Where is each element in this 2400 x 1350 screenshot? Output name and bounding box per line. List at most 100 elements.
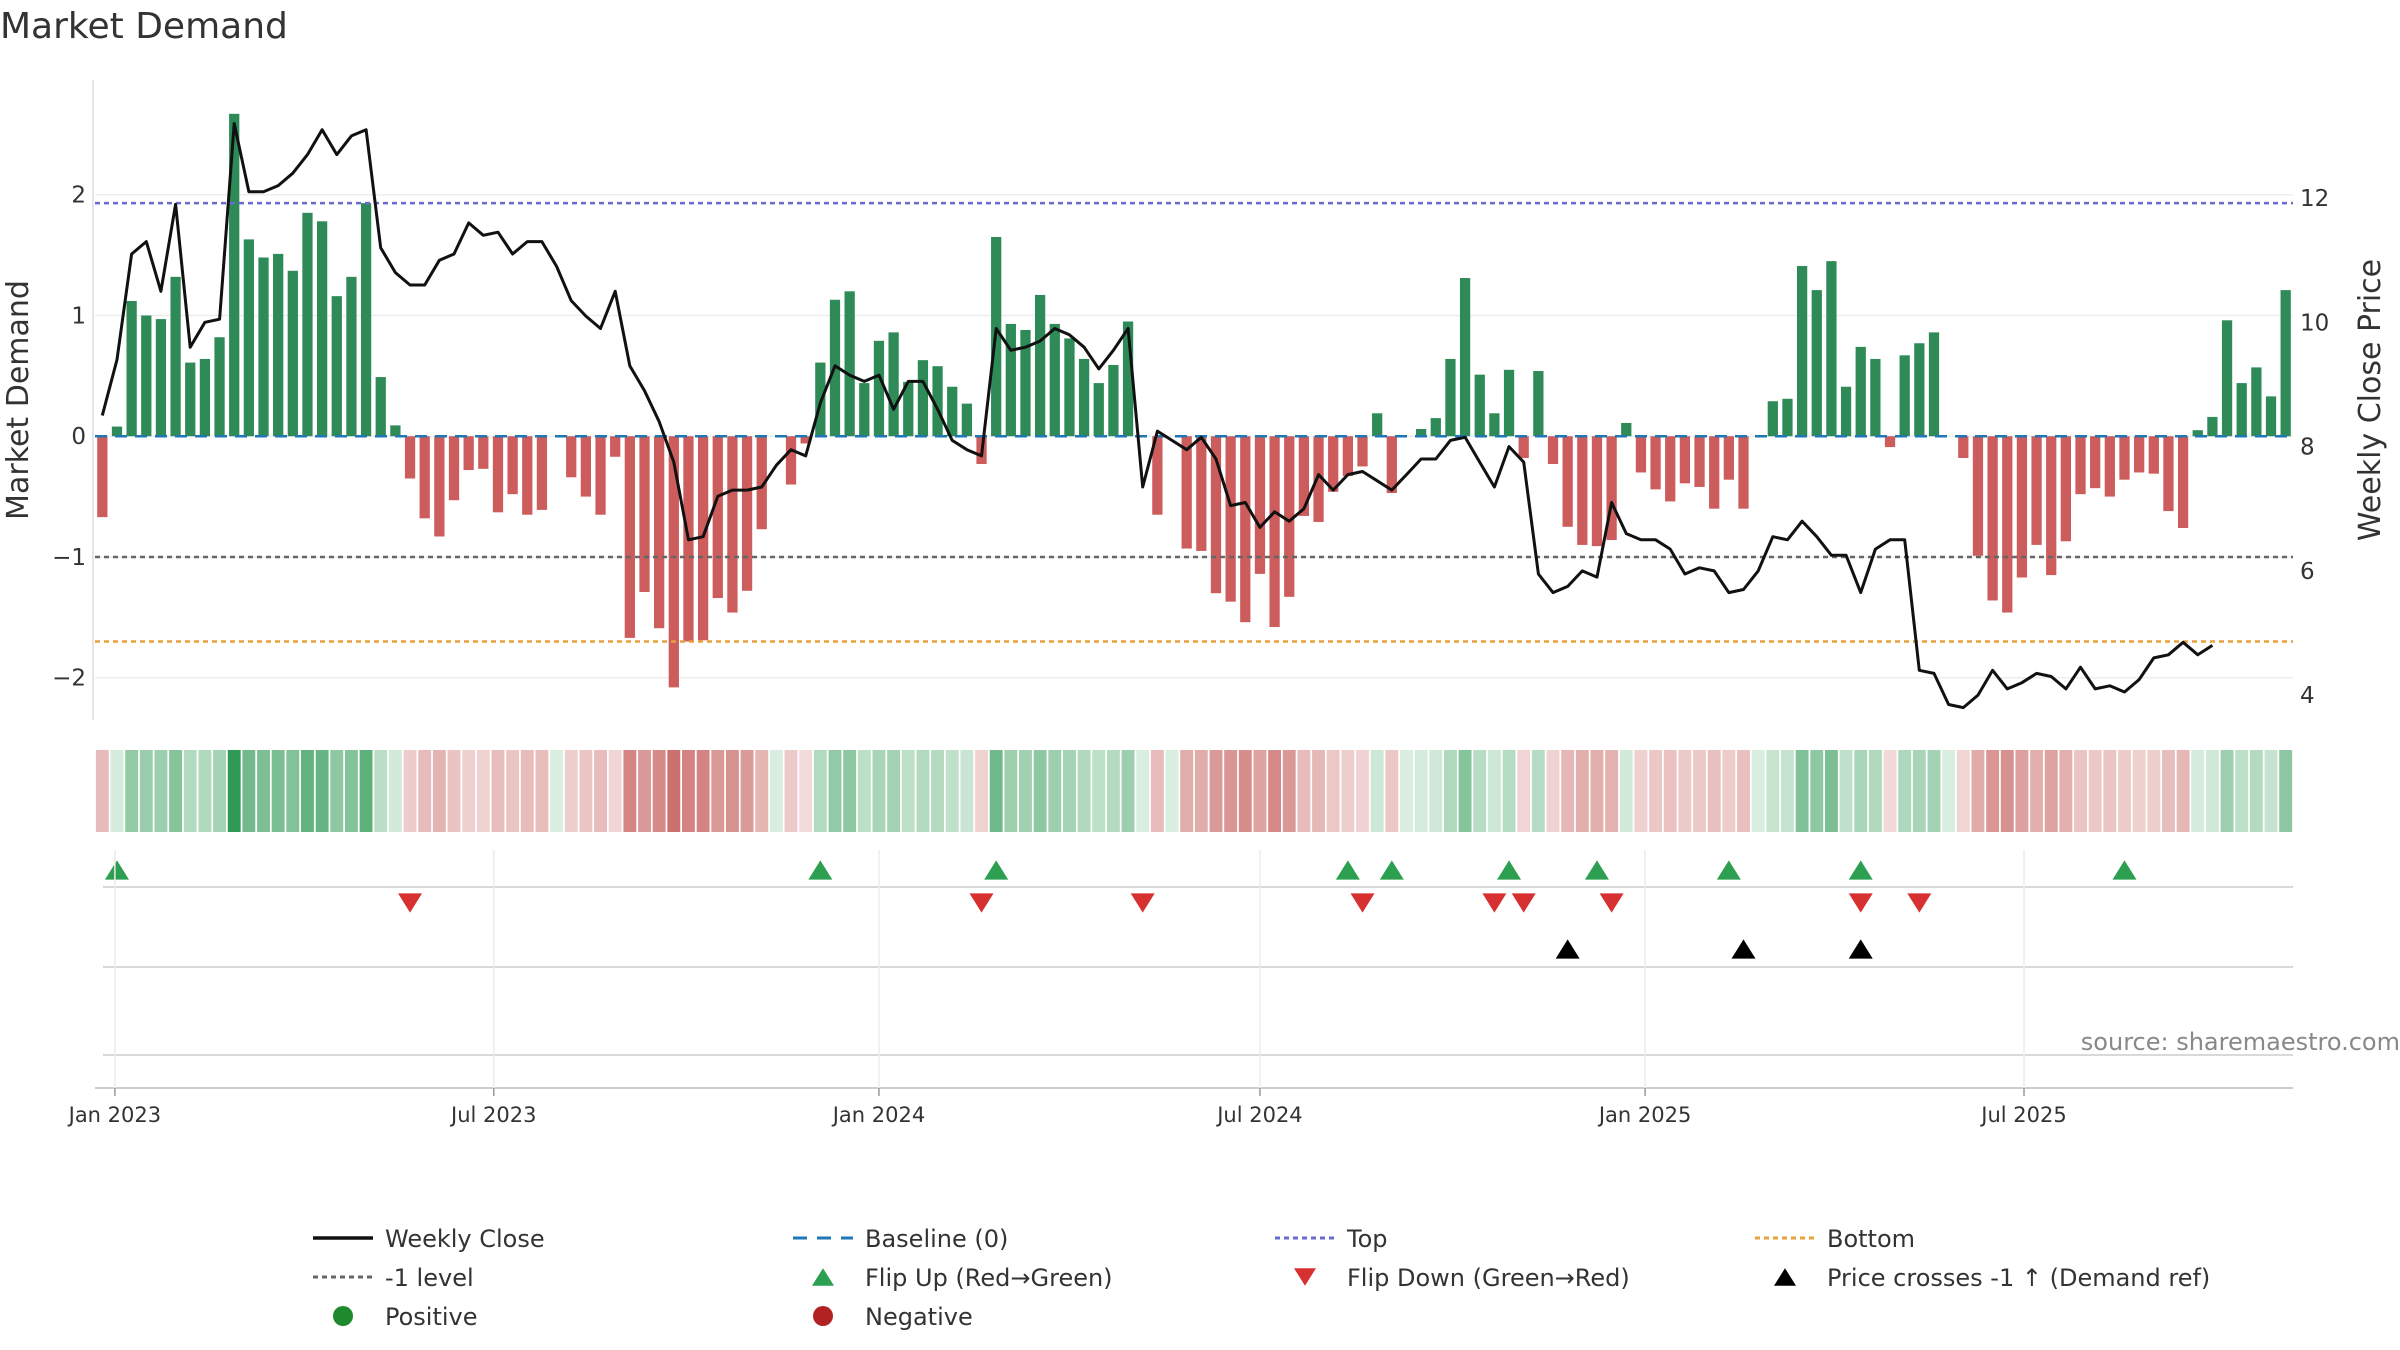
- demand-bar: [2251, 367, 2262, 437]
- demand-bar: [111, 426, 123, 437]
- strip-cell: [2030, 750, 2044, 832]
- strip-cell: [257, 750, 270, 832]
- strip-cell: [1912, 750, 1926, 832]
- demand-bar: [2002, 436, 2013, 613]
- demand-bar: [2031, 436, 2042, 545]
- demand-bar: [1474, 374, 1485, 437]
- chart-title: Market Demand: [0, 6, 288, 47]
- demand-bar: [844, 291, 855, 437]
- strip-cell: [1956, 750, 1970, 832]
- strip-cell: [476, 750, 490, 832]
- demand-bar: [243, 239, 254, 437]
- legend-label: -1 level: [385, 1264, 474, 1292]
- date-tick-label: Jul 2024: [1215, 1103, 1302, 1127]
- strip-cell: [1165, 750, 1179, 832]
- demand-bar: [1240, 436, 1251, 623]
- strip-cell: [183, 750, 197, 832]
- demand-bar: [1665, 436, 1676, 502]
- demand-bar: [1342, 436, 1353, 477]
- strip-cell: [1033, 750, 1047, 832]
- legend-item-minus-one: -1 level: [313, 1264, 474, 1292]
- strip-cell: [2132, 750, 2146, 832]
- strip-cell: [1722, 750, 1736, 832]
- strip-cell: [1561, 750, 1575, 832]
- legend-label: Flip Up (Red→Green): [865, 1264, 1113, 1292]
- demand-bar: [2265, 396, 2277, 437]
- demand-bar: [1840, 386, 1852, 437]
- demand-bar: [390, 425, 401, 437]
- strip-cell: [330, 750, 344, 832]
- flip-down-marker: [1848, 893, 1873, 913]
- strip-cell: [2191, 750, 2205, 832]
- y2-axis-label: Weekly Close Price: [2353, 259, 2388, 541]
- demand-bar: [1518, 436, 1529, 458]
- demand-bar: [287, 270, 298, 437]
- strip-cell: [1883, 750, 1897, 832]
- demand-bar: [2104, 436, 2115, 497]
- flip-up-marker: [984, 860, 1009, 880]
- date-tick-label: Jan 2023: [67, 1103, 162, 1127]
- strip-cell: [301, 750, 314, 832]
- strip-cell: [623, 750, 637, 832]
- strip-cell: [227, 750, 241, 832]
- strip-cell: [520, 750, 534, 832]
- legend-swatch: [1294, 1268, 1316, 1286]
- strip-cell: [1092, 750, 1106, 832]
- demand-bar: [2046, 436, 2057, 576]
- strip-cell: [110, 750, 124, 832]
- demand-bar: [316, 221, 328, 437]
- demand-bar: [1284, 436, 1295, 597]
- demand-bar: [1035, 294, 1046, 437]
- demand-bar: [1503, 369, 1515, 437]
- strip-cell: [213, 750, 227, 832]
- flip-up-marker: [1848, 860, 1873, 880]
- demand-bar: [155, 319, 167, 437]
- strip-cell: [975, 750, 988, 832]
- demand-bar: [756, 436, 767, 530]
- demand-bar: [1547, 436, 1559, 464]
- demand-bar: [1694, 436, 1705, 487]
- demand-bar: [1928, 332, 1940, 437]
- legend-label: Bottom: [1827, 1225, 1915, 1253]
- strip-cell: [2279, 750, 2293, 832]
- strip-cell: [594, 750, 607, 832]
- demand-bar: [1884, 436, 1896, 448]
- flip-down-marker: [1350, 893, 1375, 913]
- date-tick-label: Jul 2023: [449, 1103, 536, 1127]
- strip-cell: [2147, 750, 2161, 832]
- demand-bar: [302, 212, 313, 437]
- strip-cell: [1971, 750, 1985, 832]
- legend-item-positive: Positive: [333, 1303, 478, 1331]
- strip-cell: [403, 750, 417, 832]
- demand-bar: [1577, 436, 1588, 545]
- demand-bar: [141, 315, 152, 437]
- strip-cell: [1854, 750, 1868, 832]
- legend-swatch: [1774, 1268, 1796, 1286]
- legend-label: Top: [1346, 1225, 1388, 1253]
- strip-cell: [1575, 750, 1589, 832]
- strip-cell: [169, 750, 183, 832]
- demand-bar: [1826, 261, 1837, 437]
- flip-up-marker: [1335, 860, 1360, 880]
- flip-up-marker: [1379, 860, 1404, 880]
- strip-cell: [2176, 750, 2190, 832]
- demand-bar: [1855, 346, 1866, 437]
- strip-cell: [1019, 750, 1032, 832]
- strip-cell: [1356, 750, 1369, 832]
- y-tick-label: 2: [71, 183, 86, 209]
- strip-cell: [1224, 750, 1238, 832]
- legend-label: Negative: [865, 1303, 973, 1331]
- strip-cell: [857, 750, 871, 832]
- demand-bar: [1152, 436, 1163, 515]
- strip-cell: [682, 750, 695, 832]
- demand-bar: [1372, 413, 1383, 437]
- strip-cell: [696, 750, 710, 832]
- strip-cell: [535, 750, 549, 832]
- strip-cell: [418, 750, 432, 832]
- demand-bar: [2236, 383, 2247, 437]
- strip-cell: [154, 750, 168, 832]
- strip-cell: [359, 750, 373, 832]
- demand-bar: [97, 436, 108, 518]
